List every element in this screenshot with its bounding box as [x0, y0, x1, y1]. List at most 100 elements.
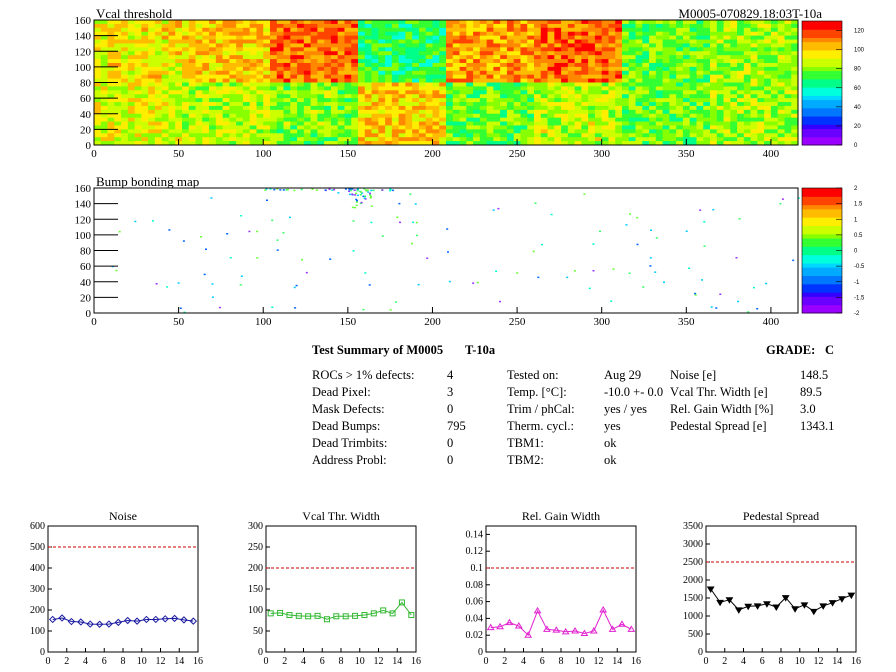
- map-cell: [554, 23, 562, 29]
- grade-label: GRADE:: [766, 343, 816, 357]
- map-cell: [418, 94, 427, 99]
- map-cell: [479, 59, 488, 64]
- map-cell: [642, 137, 650, 142]
- map-cell: [662, 39, 670, 44]
- map-cell: [743, 98, 752, 103]
- map-cell: [303, 66, 312, 72]
- map-cell: [506, 35, 515, 40]
- data-point: [524, 631, 533, 638]
- map-cell: [107, 39, 115, 44]
- map-cell: [547, 117, 555, 122]
- map-cell: [351, 133, 359, 138]
- map-cell: [466, 47, 474, 52]
- map-cell: [283, 62, 291, 68]
- map-cell: [141, 27, 149, 33]
- map-cell: [784, 129, 792, 134]
- map-cell: [642, 20, 650, 25]
- map-cell: [425, 102, 433, 107]
- map-cell: [710, 117, 718, 122]
- map-cell: [283, 20, 291, 25]
- map-cell: [202, 109, 210, 115]
- map-cell: [520, 27, 528, 33]
- map-cell: [337, 23, 345, 29]
- map-cell: [682, 109, 691, 115]
- map-cell: [337, 74, 345, 79]
- map-cell: [547, 55, 555, 60]
- map-cell: [574, 55, 582, 60]
- map-cell: [567, 43, 576, 48]
- map-cell: [777, 121, 785, 126]
- x-tick-label: 14: [832, 656, 842, 667]
- map-cell: [297, 102, 305, 107]
- data-point: [725, 597, 734, 604]
- map-cell: [236, 141, 244, 146]
- map-cell: [716, 82, 724, 87]
- map-cell: [784, 55, 792, 60]
- map-cell: [777, 102, 785, 107]
- map-cell: [561, 133, 569, 138]
- map-cell: [784, 78, 792, 83]
- map-cell: [385, 94, 393, 99]
- map-cell: [676, 70, 684, 76]
- map-cell: [222, 102, 230, 107]
- map-cell: [500, 141, 508, 146]
- map-cell: [107, 129, 115, 134]
- map-cell: [317, 62, 325, 68]
- map-cell: [358, 62, 366, 68]
- defect-pixel: [276, 239, 279, 241]
- map-cell: [358, 105, 366, 111]
- map-cell: [358, 98, 366, 103]
- map-cell: [696, 20, 704, 25]
- map-cell: [527, 66, 535, 72]
- map-cell: [608, 102, 616, 107]
- plot-frame: [485, 525, 637, 653]
- map-cell: [676, 62, 684, 68]
- map-cell: [764, 113, 772, 119]
- map-cell: [283, 78, 291, 83]
- map-cell: [425, 82, 433, 87]
- map-cell: [432, 78, 440, 83]
- map-cell: [784, 86, 792, 91]
- palette-tick-label: 0: [854, 249, 858, 255]
- map-cell: [418, 98, 427, 103]
- map-cell: [770, 121, 779, 126]
- map-cell: [121, 141, 129, 146]
- map-cell: [405, 51, 413, 56]
- map-cell: [730, 35, 738, 40]
- map-cell: [256, 51, 264, 56]
- map-cell: [202, 133, 210, 138]
- map-cell: [588, 78, 596, 83]
- map-cell: [161, 78, 169, 83]
- y-tick-label: 200: [30, 605, 45, 616]
- map-cell: [107, 109, 115, 115]
- map-cell: [547, 94, 555, 99]
- map-cell: [506, 125, 515, 130]
- map-cell: [452, 47, 460, 52]
- map-cell: [114, 70, 122, 76]
- map-cell: [425, 62, 433, 68]
- defect-pixel: [362, 195, 365, 197]
- map-cell: [330, 102, 339, 107]
- map-cell: [324, 51, 332, 56]
- map-cell: [622, 98, 630, 103]
- map-cell: [425, 47, 433, 52]
- map-cell: [669, 35, 677, 40]
- map-cell: [222, 43, 230, 48]
- map-cell: [770, 82, 779, 87]
- data-point: [772, 604, 781, 611]
- map-cell: [297, 105, 305, 111]
- map-cell: [696, 125, 704, 130]
- map-cell: [256, 94, 264, 99]
- map-cell: [588, 62, 596, 68]
- map-cell: [358, 47, 366, 52]
- map-cell: [195, 125, 203, 130]
- map-cell: [669, 51, 677, 56]
- map-cell: [418, 51, 427, 56]
- map-cell: [94, 117, 102, 122]
- map-cell: [242, 23, 251, 29]
- map-cell: [649, 137, 657, 142]
- map-cell: [202, 70, 210, 76]
- y-tick-label: 0.04: [466, 613, 484, 624]
- map-cell: [107, 66, 115, 72]
- map-cell: [270, 27, 278, 33]
